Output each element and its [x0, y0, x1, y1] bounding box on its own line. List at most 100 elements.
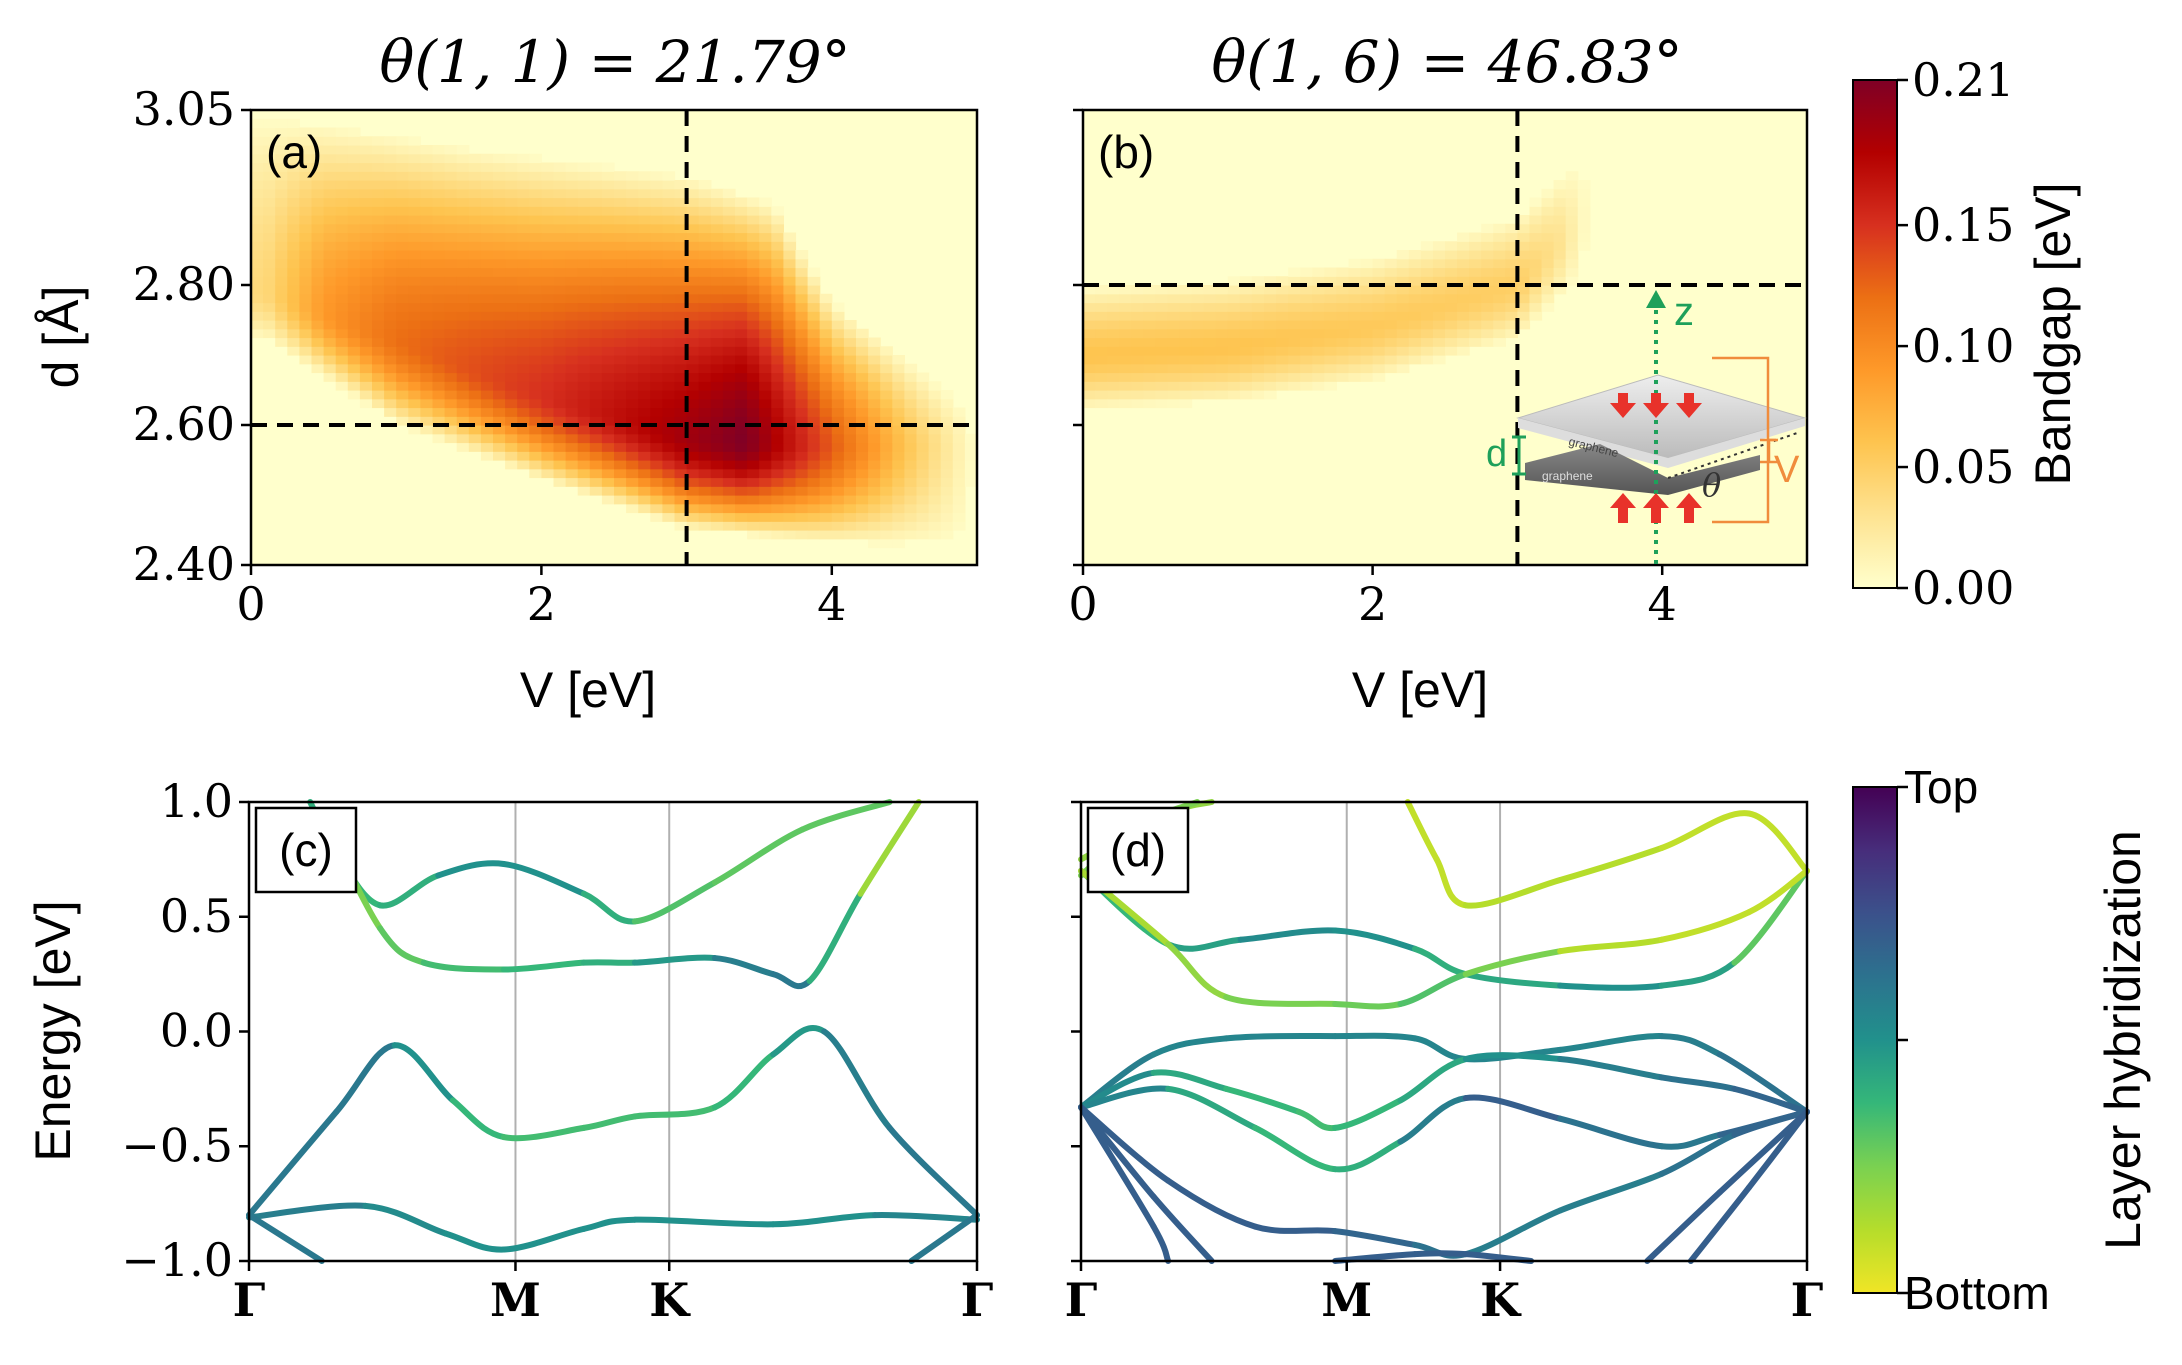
heat-cell — [263, 311, 276, 321]
heat-cell — [505, 442, 518, 452]
heat-cell — [432, 346, 446, 356]
heat-cell — [505, 381, 518, 391]
heat-cell — [299, 320, 313, 330]
heat-cell — [1481, 293, 1494, 304]
heat-cell — [408, 328, 421, 339]
heat-cell — [783, 285, 797, 295]
heat-cell — [1457, 328, 1470, 339]
heat-cell — [1167, 328, 1181, 339]
heat-cell — [928, 433, 942, 444]
heat-cell — [589, 285, 603, 295]
heat-cell — [686, 267, 700, 277]
heat-cell — [1131, 372, 1144, 382]
heat-cell — [795, 425, 809, 435]
heat-cell — [904, 425, 918, 435]
heat-cell — [1131, 293, 1144, 304]
heat-cell — [335, 381, 349, 391]
heat-cell — [444, 293, 458, 304]
heat-cell — [396, 398, 409, 409]
heat-cell — [735, 486, 748, 496]
heat-cell — [819, 355, 833, 365]
heat-cell — [747, 407, 760, 417]
heat-cell — [456, 258, 470, 269]
heat-cell — [1348, 320, 1362, 330]
heat-cell — [251, 250, 264, 260]
heat-cell — [263, 320, 276, 330]
band-segment — [631, 1104, 718, 1120]
heat-cell — [686, 460, 700, 470]
heat-cell — [299, 302, 313, 312]
heat-cell — [1288, 363, 1301, 374]
heat-cell — [795, 363, 809, 374]
heat-cell — [1505, 328, 1518, 339]
heat-cell — [468, 197, 482, 207]
heat-cell — [1155, 337, 1169, 347]
heat-cell — [444, 346, 458, 356]
heat-cell — [722, 381, 736, 391]
band-segment — [1078, 1104, 1157, 1230]
heat-cell — [940, 468, 954, 479]
heat-cell — [275, 320, 288, 330]
heat-cell — [698, 197, 712, 207]
heat-cell — [359, 197, 373, 207]
heat-cell — [795, 372, 809, 382]
heat-cell — [916, 372, 930, 382]
heat-cell — [1565, 215, 1579, 225]
heat-cell — [1300, 320, 1313, 330]
heat-cell — [759, 302, 772, 312]
heat-cell — [916, 495, 930, 505]
heat-cell — [1167, 363, 1181, 374]
heat-cell — [372, 250, 385, 260]
heat-cell — [686, 495, 700, 505]
heat-cell — [735, 241, 748, 251]
heat-cell — [517, 223, 530, 234]
heat-cell — [263, 223, 276, 234]
heat-cell — [1420, 276, 1434, 286]
heat-cell — [480, 153, 494, 164]
heat-cell — [505, 241, 518, 251]
heat-cell — [650, 328, 663, 339]
heat-cell — [396, 311, 409, 321]
heat-cell — [565, 311, 579, 321]
y-tick-label: 2.80 — [133, 257, 235, 311]
heat-cell — [1457, 320, 1470, 330]
heat-cell — [577, 267, 591, 277]
heat-cell — [1517, 215, 1531, 225]
heat-cell — [1348, 302, 1362, 312]
heat-cell — [686, 416, 700, 426]
heat-cell — [771, 215, 784, 225]
heat-cell — [964, 460, 978, 470]
heat-cell — [722, 363, 736, 374]
heat-cell — [916, 442, 930, 452]
heat-cell — [831, 468, 845, 479]
heat-cell — [916, 433, 930, 444]
heat-cell — [674, 311, 688, 321]
heat-cell — [1493, 285, 1506, 295]
heat-cell — [311, 215, 325, 225]
heat-cell — [747, 223, 760, 234]
heat-cell — [1083, 355, 1096, 365]
heat-cell — [916, 407, 930, 417]
heat-cell — [372, 162, 385, 172]
heat-cell — [347, 346, 361, 356]
heat-cell — [626, 188, 639, 199]
heat-cell — [1481, 267, 1494, 277]
heat-cell — [1396, 250, 1410, 260]
heat-cell — [275, 285, 288, 295]
heat-cell — [396, 197, 409, 207]
heat-cell — [686, 407, 700, 417]
heat-cell — [638, 180, 651, 190]
heat-cell — [952, 495, 966, 505]
heat-cell — [372, 197, 385, 207]
heat-cell — [626, 223, 639, 234]
heat-cell — [1179, 372, 1193, 382]
heat-cell — [1348, 285, 1362, 295]
heat-cell — [650, 171, 663, 181]
heat-cell — [505, 215, 518, 225]
heat-cell — [251, 118, 264, 129]
heat-cell — [517, 390, 530, 400]
heat-cell — [747, 425, 760, 435]
heat-cell — [1384, 285, 1398, 295]
heat-cell — [420, 363, 434, 374]
heat-cell — [335, 302, 349, 312]
